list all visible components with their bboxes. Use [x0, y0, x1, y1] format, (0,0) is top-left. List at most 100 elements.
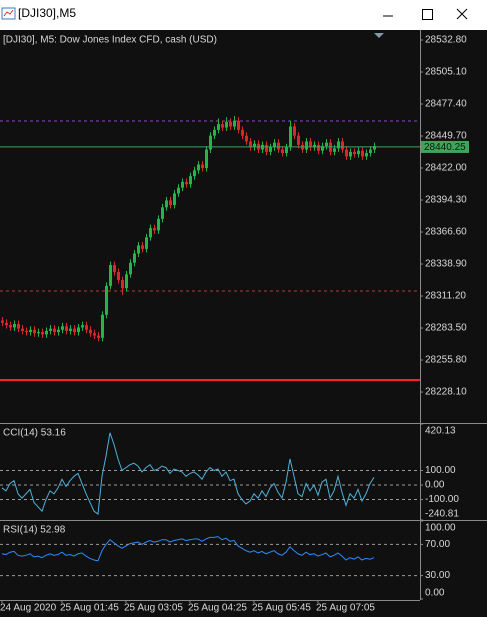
y-tick-label: 28338.90 — [425, 259, 467, 270]
candle-body — [309, 141, 312, 148]
candle-body — [289, 126, 292, 148]
candle-body — [197, 164, 200, 171]
candle-body — [229, 121, 232, 127]
y-tick-label: 100.00 — [425, 523, 456, 534]
candle-body — [69, 328, 72, 331]
candle-body — [357, 150, 360, 155]
time-label: 25 Aug 01:45 — [60, 603, 119, 614]
y-tick-label: -240.81 — [425, 509, 459, 520]
candle-body — [177, 187, 180, 194]
candle-body — [169, 200, 172, 205]
y-tick-label: 28477.40 — [425, 99, 467, 110]
y-tick-label: 30.00 — [425, 570, 450, 581]
current-price-box — [421, 140, 469, 153]
candle-body — [293, 126, 296, 136]
candle-body — [137, 245, 140, 254]
candle-body — [149, 228, 152, 238]
candle-body — [93, 333, 96, 336]
candle-body — [81, 325, 84, 328]
candle-body — [369, 149, 372, 154]
close-button[interactable] — [456, 8, 468, 20]
y-tick-label: 70.00 — [425, 539, 450, 550]
candle-body — [253, 143, 256, 148]
candle-body — [201, 164, 204, 169]
candle-body — [49, 328, 52, 331]
candle-body — [321, 146, 324, 151]
candle-body — [1, 320, 4, 323]
candle-body — [373, 146, 376, 150]
candle-body — [349, 151, 352, 157]
window-title: [DJI30],M5 — [18, 6, 76, 20]
candle-body — [17, 323, 20, 329]
candle-body — [41, 332, 44, 335]
time-label: 25 Aug 03:05 — [124, 603, 183, 614]
candle-body — [325, 142, 328, 147]
candle-body — [97, 335, 100, 338]
candle-body — [53, 328, 56, 333]
candle-body — [129, 262, 132, 275]
current-price-label: 28440.25 — [424, 142, 466, 153]
candle-body — [153, 228, 156, 231]
y-tick-label: 28422.00 — [425, 163, 467, 174]
candle-body — [269, 147, 272, 152]
candle-body — [33, 329, 36, 334]
y-tick-label: 28394.30 — [425, 195, 467, 206]
candle-body — [217, 124, 220, 130]
candle-body — [161, 207, 164, 219]
candle-body — [237, 120, 240, 130]
candle-body — [333, 148, 336, 152]
candle-body — [85, 325, 88, 330]
candle-body — [265, 144, 268, 152]
candle-body — [277, 142, 280, 150]
candle-body — [285, 147, 288, 154]
candle-body — [133, 253, 136, 263]
candle-body — [225, 121, 228, 128]
candle-body — [189, 176, 192, 185]
candle-body — [313, 144, 316, 148]
candle-body — [209, 135, 212, 150]
candle-body — [109, 265, 112, 286]
candle-body — [113, 265, 116, 272]
candle-body — [37, 332, 40, 334]
time-label: 25 Aug 04:25 — [188, 603, 247, 614]
candle-body — [165, 200, 168, 208]
candle-body — [205, 149, 208, 169]
candle-body — [241, 129, 244, 136]
y-tick-label: 28283.50 — [425, 323, 467, 334]
time-label: 25 Aug 05:45 — [252, 603, 311, 614]
window-icon — [1, 7, 16, 20]
title-bar — [0, 0, 487, 30]
candle-body — [9, 325, 12, 328]
panel-title: [DJI30], M5: Dow Jones Index CFD, cash (… — [3, 35, 217, 46]
y-tick-label: 28228.10 — [425, 387, 467, 398]
y-tick-label: 0.00 — [425, 480, 445, 491]
y-tick-label: 28255.80 — [425, 355, 467, 366]
time-label: 25 Aug 07:05 — [316, 603, 375, 614]
indicator-line — [1, 432, 375, 515]
candle-body — [361, 150, 364, 157]
candle-body — [45, 330, 48, 335]
candle-body — [173, 193, 176, 205]
y-tick-label: 100.00 — [425, 465, 456, 476]
candle-body — [233, 120, 236, 127]
candle-body — [89, 329, 92, 334]
candle-body — [57, 329, 60, 333]
chart-shift-marker — [374, 33, 384, 38]
candle-body — [73, 328, 76, 333]
candle-body — [141, 245, 144, 249]
y-tick-label: 28505.10 — [425, 67, 467, 78]
candle-body — [249, 141, 252, 148]
candle-body — [365, 153, 368, 157]
candle-body — [213, 129, 216, 136]
candle-body — [145, 237, 148, 249]
candle-body — [193, 170, 196, 177]
candle-body — [65, 326, 68, 331]
maximize-button[interactable] — [422, 9, 433, 20]
time-label: 24 Aug 2020 — [0, 603, 57, 614]
candle-body — [281, 149, 284, 154]
y-tick-label: 28366.60 — [425, 227, 467, 238]
candle-body — [341, 141, 344, 150]
y-tick-label: -100.00 — [425, 494, 459, 505]
candle-body — [181, 181, 184, 188]
